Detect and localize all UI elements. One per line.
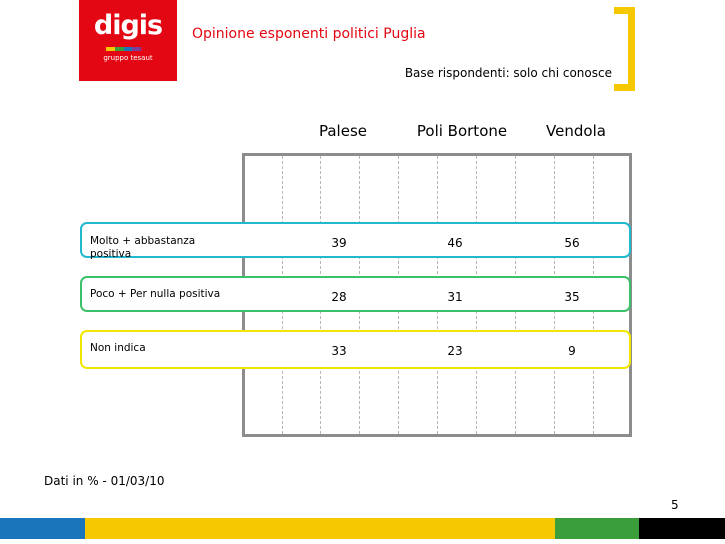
value-poli-bortone: 23	[447, 344, 463, 358]
value-poli-bortone: 46	[447, 236, 463, 250]
logo-wordmark: digis	[93, 10, 163, 41]
row-label: Non indica	[90, 342, 146, 354]
footer-bar-segment	[639, 518, 725, 539]
value-palese: 39	[331, 236, 347, 250]
column-header-palese: Palese	[318, 122, 368, 140]
table-row-no-answer: Non indica 33 23 9	[80, 330, 631, 369]
logo-stripe-1	[106, 47, 115, 51]
value-vendola: 35	[564, 290, 580, 304]
digis-logo: digis gruppo tesaut	[79, 0, 177, 81]
value-palese: 28	[331, 290, 347, 304]
logo-stripe-4	[132, 47, 142, 51]
page-title: Opinione esponenti politici Puglia	[192, 26, 426, 42]
row-label: Molto + abbastanza positiva	[90, 235, 196, 260]
footer-bar-segment	[555, 518, 639, 539]
column-header-poli-bortone: Poli Bortone	[416, 122, 508, 140]
value-vendola: 9	[568, 344, 576, 358]
logo-stripe-2	[114, 47, 124, 51]
data-footnote: Dati in % - 01/03/10	[44, 474, 165, 488]
logo-stripe-5	[141, 47, 150, 51]
footer-bar-segment	[85, 518, 555, 539]
logo-stripe-3	[123, 47, 133, 51]
footer-color-bar	[0, 518, 725, 539]
header-bracket-decoration	[614, 7, 635, 91]
value-palese: 33	[331, 344, 347, 358]
logo-stripes	[106, 47, 150, 51]
value-poli-bortone: 31	[447, 290, 463, 304]
table-row-negative: Poco + Per nulla positiva 28 31 35	[80, 276, 631, 312]
column-header-vendola: Vendola	[546, 122, 606, 140]
logo-tagline: gruppo tesaut	[103, 54, 153, 62]
respondent-base: Base rispondenti: solo chi conosce	[404, 66, 612, 80]
page-number: 5	[671, 498, 679, 512]
row-label: Poco + Per nulla positiva	[90, 288, 221, 300]
footer-bar-segment	[0, 518, 85, 539]
value-vendola: 56	[564, 236, 580, 250]
table-row-positive: Molto + abbastanza positiva 39 46 56	[80, 222, 631, 260]
